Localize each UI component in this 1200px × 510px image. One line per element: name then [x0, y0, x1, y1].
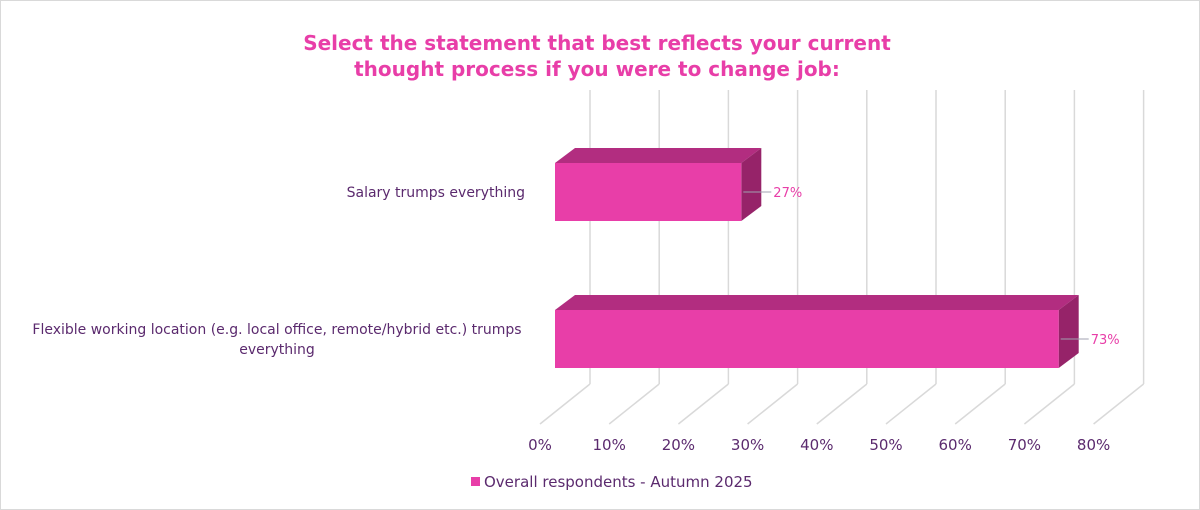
x-tick-label: 50%	[869, 436, 902, 454]
x-tick-label: 0%	[528, 436, 552, 454]
gridline-floor	[816, 383, 868, 425]
bar-top	[555, 295, 1079, 310]
category-label: Salary trumps everything	[347, 185, 525, 201]
legend-swatch	[471, 477, 480, 486]
bar-side	[1058, 295, 1079, 368]
gridline-floor	[885, 383, 937, 425]
gridline-floor	[608, 383, 660, 425]
bar	[555, 163, 742, 221]
data-label: 73%	[1091, 333, 1120, 348]
bar-side	[741, 148, 762, 221]
gridline-floor	[539, 383, 591, 425]
x-tick-label: 40%	[800, 436, 833, 454]
gridline-floor	[747, 383, 799, 425]
chart-title: Select the statement that best reflects …	[303, 31, 891, 55]
chart-title: thought process if you were to change jo…	[354, 57, 840, 81]
x-tick-label: 30%	[731, 436, 764, 454]
x-tick-label: 20%	[662, 436, 695, 454]
x-tick-label: 10%	[593, 436, 626, 454]
legend-label: Overall respondents - Autumn 2025	[484, 473, 753, 491]
x-tick-label: 80%	[1077, 436, 1110, 454]
gridline-floor	[1093, 383, 1145, 425]
gridline-floor	[954, 383, 1006, 425]
gridline-floor	[677, 383, 729, 425]
category-label: everything	[239, 342, 315, 358]
x-tick-label: 60%	[939, 436, 972, 454]
x-tick-label: 70%	[1008, 436, 1041, 454]
bar-top	[555, 148, 762, 163]
data-label: 27%	[773, 186, 802, 201]
category-label: Flexible working location (e.g. local of…	[32, 322, 521, 338]
bar	[555, 310, 1059, 368]
gridline-floor	[1023, 383, 1075, 425]
